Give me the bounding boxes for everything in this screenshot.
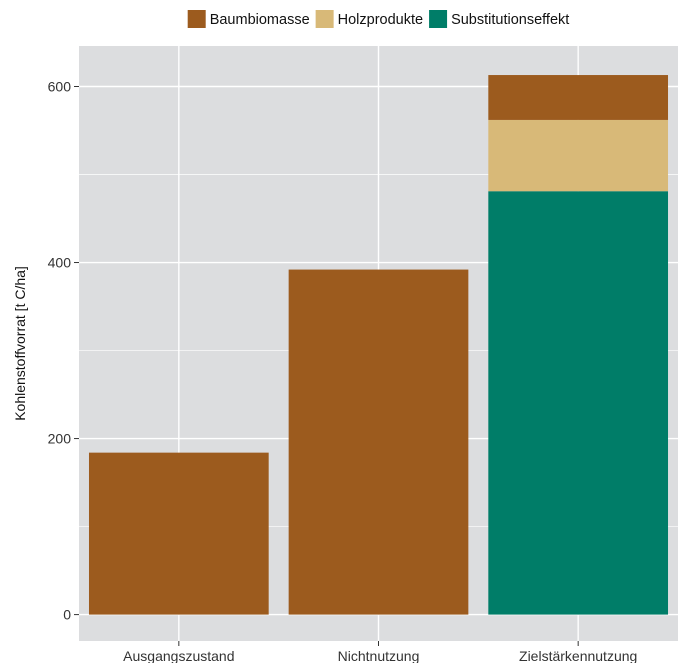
bars: [88, 75, 669, 615]
legend-key: [429, 10, 448, 28]
y-axis-title: Kohlenstoffvorrat [t C/ha]: [12, 266, 28, 421]
y-tick-label: 200: [48, 431, 72, 447]
bar-segment: [488, 191, 669, 615]
legend-label: Baumbiomasse: [210, 12, 310, 28]
legend-item: Substitutionseffekt: [429, 10, 569, 28]
y-axis: 0 200 400 600: [48, 78, 79, 623]
legend-label: Substitutionseffekt: [451, 12, 569, 28]
x-tick-label: Ausgangszustand: [123, 648, 234, 663]
legend-key: [315, 10, 334, 28]
bar-segment: [488, 75, 669, 120]
legend-item: Holzprodukte: [315, 10, 423, 28]
x-tick-label: Zielstärkennutzung: [519, 648, 637, 663]
y-tick-label: 0: [63, 607, 71, 623]
legend-item: Baumbiomasse: [187, 10, 310, 28]
x-tick-label: Nichtnutzung: [338, 648, 420, 663]
bar-segment: [88, 452, 269, 615]
bar-segment: [488, 119, 669, 192]
y-tick-label: 600: [48, 78, 72, 94]
y-tick-label: 400: [48, 255, 72, 271]
legend-key: [187, 10, 206, 28]
bar-segment: [288, 269, 469, 615]
legend: Baumbiomasse Holzprodukte Substitutionseff…: [187, 10, 569, 28]
legend-label: Holzprodukte: [338, 12, 423, 28]
x-axis: Ausgangszustand Nichtnutzung Zielstärkennu…: [123, 641, 637, 663]
